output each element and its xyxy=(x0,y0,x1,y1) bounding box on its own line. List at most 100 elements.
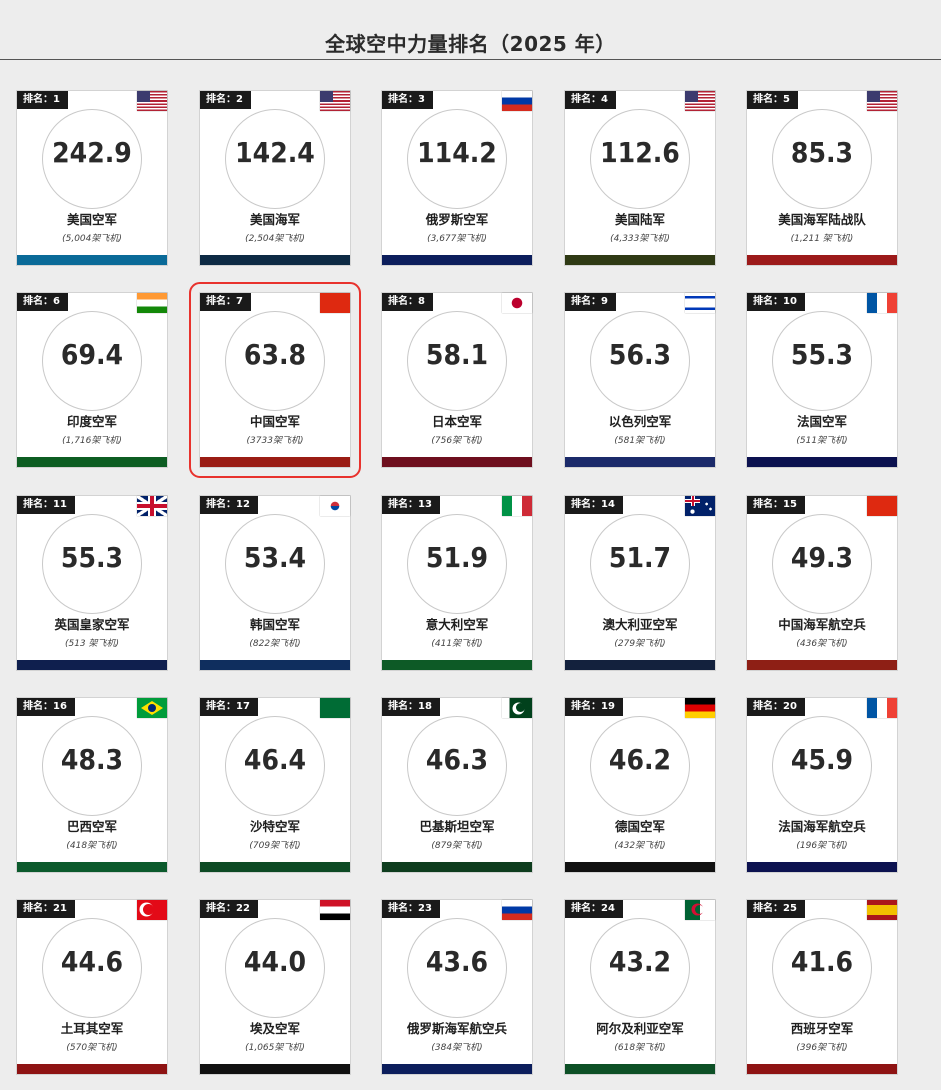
france-flag-icon xyxy=(867,293,897,313)
color-bar xyxy=(382,1064,532,1074)
force-name: 澳大利亚空军 xyxy=(602,617,678,632)
force-name: 俄罗斯海军航空兵 xyxy=(406,1021,507,1036)
color-bar xyxy=(17,1064,167,1074)
force-name: 英国皇家空军 xyxy=(54,617,130,632)
power-score: 55.3 xyxy=(790,338,854,371)
power-score: 43.6 xyxy=(425,945,489,978)
score-circle xyxy=(407,918,507,1018)
ranking-card: 排名：17 46.4 沙特空军 (709架飞机) xyxy=(199,697,351,873)
force-name: 西班牙空军 xyxy=(790,1021,854,1036)
australia-flag-icon xyxy=(685,496,715,516)
power-score: 85.3 xyxy=(790,136,854,169)
rank-badge: 排名：16 xyxy=(17,698,75,716)
ranking-card: 排名：14 51.7 澳大利亚空军 (279架飞机) xyxy=(564,495,716,671)
color-bar xyxy=(565,457,715,467)
score-circle xyxy=(772,918,872,1018)
color-bar xyxy=(747,457,897,467)
aircraft-count: (570架飞机) xyxy=(66,1043,118,1053)
rank-badge: 排名：23 xyxy=(382,900,440,918)
aircraft-count: (432架飞机) xyxy=(614,841,666,851)
ranking-card: 排名：7 63.8 中国空军 (3733架飞机) xyxy=(189,282,361,478)
force-name: 巴西空军 xyxy=(66,819,117,834)
force-name: 阿尔及利亚空军 xyxy=(596,1021,684,1036)
ranking-card: 排名：4 112.6 美国陆军 (4,333架飞机) xyxy=(564,90,716,266)
score-circle xyxy=(772,311,872,411)
italy-flag-icon xyxy=(502,496,532,516)
saudi-arabia-flag-icon xyxy=(320,698,350,718)
rank-badge: 排名：1 xyxy=(17,91,68,109)
score-circle xyxy=(407,109,507,209)
algeria-flag-icon xyxy=(685,900,715,920)
score-circle xyxy=(590,716,690,816)
color-bar xyxy=(17,660,167,670)
ranking-card: 排名：1 242.9 美国空军 (5,004架飞机) xyxy=(16,90,168,266)
power-score: 48.3 xyxy=(60,743,124,776)
power-score: 53.4 xyxy=(243,541,307,574)
force-name: 中国空军 xyxy=(249,414,300,429)
ranking-card: 排名：10 55.3 法国空军 (511架飞机) xyxy=(746,292,898,468)
rank-badge: 排名：6 xyxy=(17,293,68,311)
rank-badge: 排名：25 xyxy=(747,900,805,918)
color-bar xyxy=(747,660,897,670)
power-score: 43.2 xyxy=(608,945,672,978)
force-name: 巴基斯坦空军 xyxy=(419,819,495,834)
color-bar xyxy=(565,862,715,872)
aircraft-count: (822架飞机) xyxy=(249,639,301,649)
score-circle xyxy=(590,109,690,209)
aircraft-count: (511架飞机) xyxy=(796,436,848,446)
score-circle xyxy=(42,716,142,816)
russia-flag-icon xyxy=(502,900,532,920)
force-name: 美国海军 xyxy=(249,212,300,227)
aircraft-count: (2,504架飞机) xyxy=(245,234,305,244)
rank-badge: 排名：9 xyxy=(565,293,616,311)
power-score: 44.6 xyxy=(60,945,124,978)
china-flag-icon xyxy=(867,496,897,516)
rank-badge: 排名：14 xyxy=(565,496,623,514)
ranking-card: 排名：16 48.3 巴西空军 (418架飞机) xyxy=(16,697,168,873)
japan-flag-icon xyxy=(502,293,532,313)
force-name: 土耳其空军 xyxy=(60,1021,124,1036)
power-score: 46.2 xyxy=(608,743,672,776)
power-score: 49.3 xyxy=(790,541,854,574)
color-bar xyxy=(565,1064,715,1074)
color-bar xyxy=(200,457,350,467)
force-name: 日本空军 xyxy=(431,414,482,429)
force-name: 德国空军 xyxy=(614,819,665,834)
rank-badge: 排名：5 xyxy=(747,91,798,109)
ranking-card: 排名：6 69.4 印度空军 (1,716架飞机) xyxy=(16,292,168,468)
rank-badge: 排名：8 xyxy=(382,293,433,311)
power-score: 44.0 xyxy=(243,945,307,978)
uk-flag-icon xyxy=(137,496,167,516)
ranking-card: 排名：13 51.9 意大利空军 (411架飞机) xyxy=(381,495,533,671)
power-score: 41.6 xyxy=(790,945,854,978)
aircraft-count: (279架飞机) xyxy=(614,639,666,649)
rank-badge: 排名：19 xyxy=(565,698,623,716)
us-flag-icon xyxy=(137,91,167,111)
score-circle xyxy=(590,514,690,614)
force-name: 法国空军 xyxy=(796,414,847,429)
color-bar xyxy=(382,660,532,670)
china-flag-icon xyxy=(320,293,350,313)
color-bar xyxy=(382,862,532,872)
aircraft-count: (618架飞机) xyxy=(614,1043,666,1053)
ranking-card: 排名：5 85.3 美国海军陆战队 (1,211 架飞机) xyxy=(746,90,898,266)
ranking-card: 排名：18 46.3 巴基斯坦空军 (879架飞机) xyxy=(381,697,533,873)
ranking-card: 排名：22 44.0 埃及空军 (1,065架飞机) xyxy=(199,899,351,1075)
color-bar xyxy=(17,255,167,265)
egypt-flag-icon xyxy=(320,900,350,920)
power-score: 112.6 xyxy=(600,136,680,169)
ranking-card: 排名：8 58.1 日本空军 (756架飞机) xyxy=(381,292,533,468)
color-bar xyxy=(747,255,897,265)
rank-badge: 排名：20 xyxy=(747,698,805,716)
rank-badge: 排名：3 xyxy=(382,91,433,109)
color-bar xyxy=(200,660,350,670)
rank-badge: 排名：15 xyxy=(747,496,805,514)
ranking-card: 排名：2 142.4 美国海军 (2,504架飞机) xyxy=(199,90,351,266)
aircraft-count: (396架飞机) xyxy=(796,1043,848,1053)
rank-badge: 排名：21 xyxy=(17,900,75,918)
force-name: 美国空军 xyxy=(66,212,117,227)
ranking-card: 排名：20 45.9 法国海军航空兵 (196架飞机) xyxy=(746,697,898,873)
force-name: 俄罗斯空军 xyxy=(425,212,489,227)
us-flag-icon xyxy=(867,91,897,111)
